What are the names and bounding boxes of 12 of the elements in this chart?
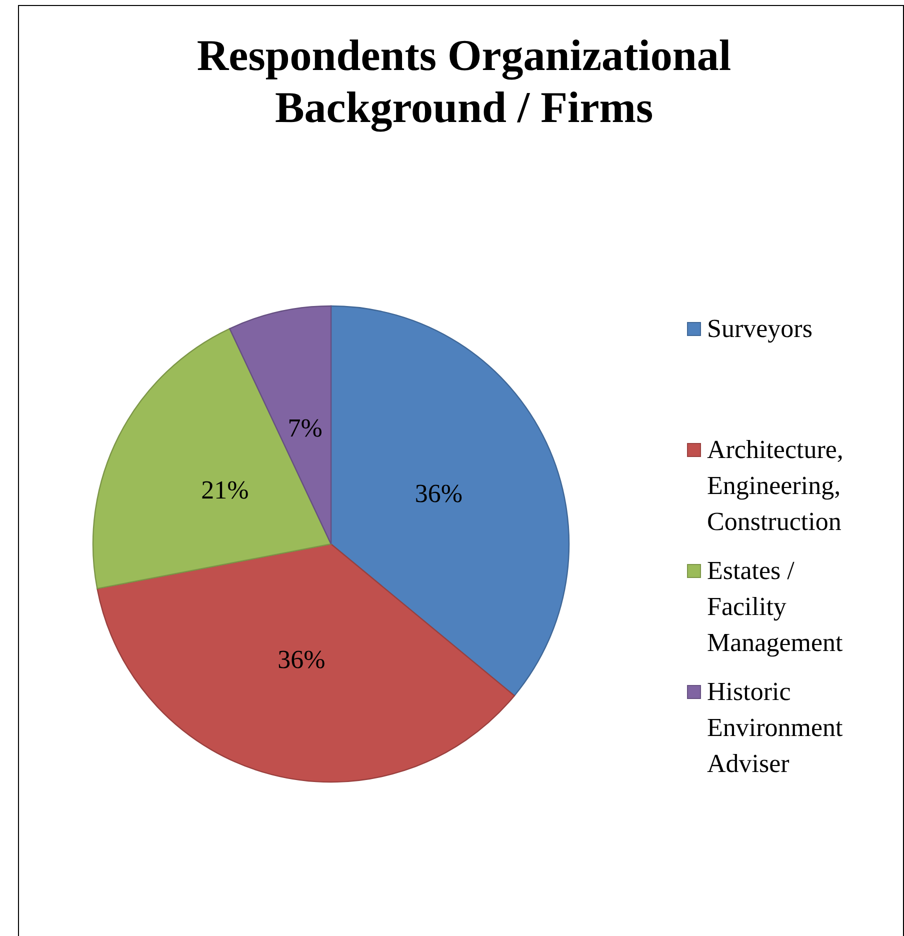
legend-label: Architecture, Engineering, Construction [707, 434, 844, 538]
data-label: 36% [414, 478, 463, 508]
data-label: 7% [288, 413, 322, 442]
data-label: 36% [278, 644, 326, 674]
legend-label: Estates / Facility Management [707, 555, 844, 659]
pie-slice [96, 543, 515, 783]
pie-slice [92, 328, 332, 590]
legend-label: Surveyors [707, 313, 814, 345]
pie-slice [330, 305, 570, 696]
chart-title: Respondents Organizational Background / Firms [196, 30, 732, 134]
legend-label: Historic Environment Adviser [707, 676, 844, 780]
data-label: 21% [201, 475, 249, 504]
